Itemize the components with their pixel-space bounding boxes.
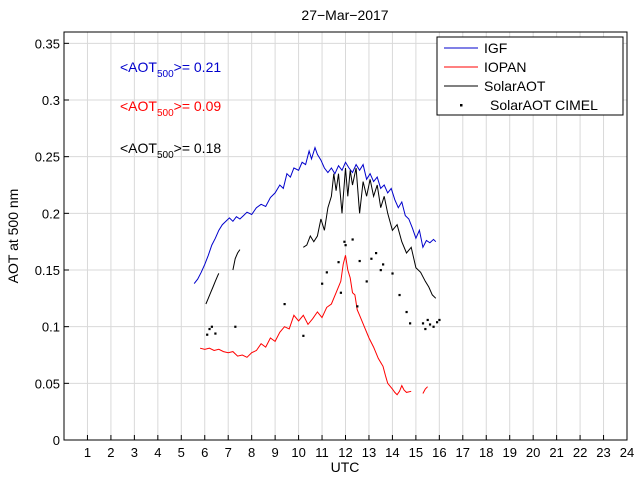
y-tick-label: 0.35 xyxy=(35,36,60,51)
x-axis-ticks: 1 2 3 4 5 6 7 8 9 10 11 12 13 14 15 16 17 18 19 20 21 22 23 24 xyxy=(84,435,634,460)
legend: IGF IOPAN SolarAOT SolarAOT CIMEL xyxy=(436,36,624,116)
data-point-solaraot-cimel xyxy=(382,263,385,266)
data-point-solaraot-cimel xyxy=(421,322,425,325)
y-tick-label: 0.15 xyxy=(35,263,60,278)
x-tick-label: 9 xyxy=(272,445,279,460)
series-line-solaraot xyxy=(232,249,241,271)
x-tick-label: 10 xyxy=(291,445,305,460)
x-tick-label: 4 xyxy=(154,445,161,460)
y-tick-label: 0 xyxy=(53,433,60,448)
aot-annotation: <AOT500>= 0.21 xyxy=(120,59,221,80)
x-tick-label: 2 xyxy=(107,445,114,460)
annotation-value: >= 0.09 xyxy=(174,98,222,114)
data-point-solaraot-cimel xyxy=(391,272,394,275)
y-axis-ticks: 0 0.05 0.1 0.15 0.2 0.25 0.3 0.35 xyxy=(35,36,69,448)
x-axis-title: UTC xyxy=(331,459,360,475)
data-point-solaraot-cimel xyxy=(405,310,408,314)
annotation-subscript: 500 xyxy=(157,150,174,161)
legend-label-solaraot: SolarAOT xyxy=(484,78,546,94)
legend-label-igf: IGF xyxy=(484,40,507,56)
data-point-solaraot-cimel xyxy=(426,318,429,322)
data-point-solaraot-cimel xyxy=(409,322,412,325)
data-point-solaraot-cimel xyxy=(325,271,328,274)
x-tick-label: 20 xyxy=(526,445,540,460)
data-point-solaraot-cimel xyxy=(432,325,435,328)
data-point-solaraot-cimel xyxy=(351,238,354,241)
x-tick-label: 22 xyxy=(573,445,587,460)
data-point-solaraot-cimel xyxy=(438,318,441,322)
data-point-solaraot-cimel xyxy=(374,252,378,255)
data-point-solaraot-cimel xyxy=(379,269,382,272)
y-axis-title: AOT at 500 nm xyxy=(5,189,21,284)
data-point-solaraot-cimel xyxy=(283,303,286,306)
y-tick-label: 0.1 xyxy=(42,320,60,335)
legend-items: IGF IOPAN SolarAOT SolarAOT CIMEL xyxy=(444,40,598,113)
y-tick-label: 0.25 xyxy=(35,150,60,165)
annotation-prefix: <AOT xyxy=(120,59,157,75)
annotation-prefix: <AOT xyxy=(120,98,157,114)
data-point-solaraot-cimel xyxy=(321,282,324,285)
x-tick-label: 17 xyxy=(456,445,470,460)
data-point-solaraot-cimel xyxy=(428,323,432,326)
data-point-solaraot-cimel xyxy=(234,325,237,328)
data-point-solaraot-cimel xyxy=(358,259,361,263)
y-tick-label: 0.05 xyxy=(35,376,60,391)
x-tick-label: 21 xyxy=(549,445,563,460)
annotation-subscript: 500 xyxy=(157,108,174,119)
x-tick-label: 16 xyxy=(432,445,446,460)
annotation-prefix: <AOT xyxy=(120,140,157,156)
x-tick-label: 24 xyxy=(620,445,634,460)
data-point-solaraot-cimel xyxy=(337,261,340,264)
annotation-subscript: 500 xyxy=(157,69,174,80)
x-tick-label: 23 xyxy=(596,445,610,460)
y-tick-label: 0.2 xyxy=(42,206,60,221)
data-point-solaraot-cimel xyxy=(343,240,346,243)
x-tick-label: 13 xyxy=(362,445,376,460)
x-tick-label: 6 xyxy=(201,445,208,460)
x-tick-label: 3 xyxy=(131,445,138,460)
data-point-solaraot-cimel xyxy=(339,291,343,294)
x-tick-label: 18 xyxy=(479,445,493,460)
aot-annotation: <AOT500>= 0.18 xyxy=(120,140,221,161)
series-line-solaraot xyxy=(205,273,220,305)
series-layer xyxy=(193,146,441,396)
legend-label-solaraot-cimel: SolarAOT CIMEL xyxy=(490,97,598,113)
x-tick-label: 14 xyxy=(385,445,399,460)
data-point-solaraot-cimel xyxy=(424,327,427,331)
chart-title: 27−Mar−2017 xyxy=(301,7,388,23)
legend-label-iopan: IOPAN xyxy=(484,59,527,75)
data-point-solaraot-cimel xyxy=(370,257,373,260)
data-point-solaraot-cimel xyxy=(365,280,368,283)
data-point-solaraot-cimel xyxy=(344,244,347,247)
x-tick-label: 19 xyxy=(502,445,516,460)
data-point-solaraot-cimel xyxy=(206,333,209,336)
x-tick-label: 11 xyxy=(315,445,329,460)
x-tick-label: 8 xyxy=(248,445,255,460)
grid-lines xyxy=(64,32,628,441)
x-tick-label: 12 xyxy=(338,445,352,460)
series-line-iopan xyxy=(199,255,412,396)
data-point-solaraot-cimel xyxy=(302,334,305,337)
annotation-value: >= 0.18 xyxy=(174,140,222,156)
series-line-solaraot xyxy=(303,167,437,299)
aot-annotations: <AOT500>= 0.21<AOT500>= 0.09<AOT500>= 0.… xyxy=(120,59,221,161)
legend-box xyxy=(436,36,624,116)
series-line-iopan xyxy=(422,386,428,394)
annotation-value: >= 0.21 xyxy=(174,59,222,75)
series-line-igf xyxy=(193,146,437,284)
data-point-solaraot-cimel xyxy=(398,293,401,297)
x-tick-label: 15 xyxy=(409,445,423,460)
data-point-solaraot-cimel xyxy=(208,327,211,331)
data-point-solaraot-cimel xyxy=(435,321,439,324)
aot-annotation: <AOT500>= 0.09 xyxy=(120,98,221,119)
x-tick-label: 1 xyxy=(84,445,91,460)
data-point-solaraot-cimel xyxy=(210,325,213,328)
y-tick-label: 0.3 xyxy=(42,93,60,108)
x-tick-label: 5 xyxy=(178,445,185,460)
x-tick-label: 7 xyxy=(225,445,232,460)
data-point-solaraot-cimel xyxy=(214,332,217,335)
legend-swatch-solaraot-cimel xyxy=(460,104,463,107)
data-point-solaraot-cimel xyxy=(356,305,359,308)
